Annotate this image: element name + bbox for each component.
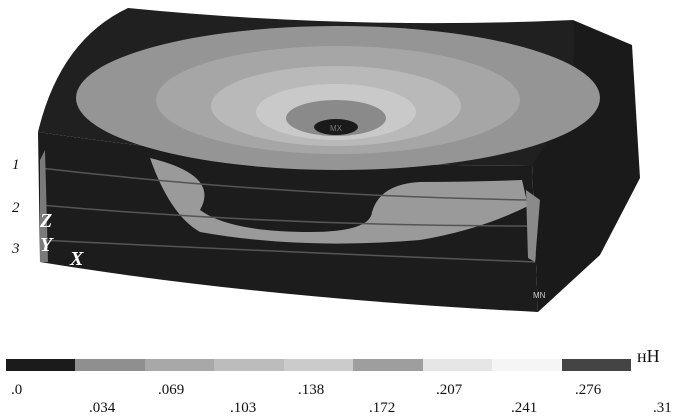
layer-label-2: 2 (12, 200, 20, 216)
layer-label-3: 3 (12, 241, 20, 257)
layer-line-3 (39, 239, 536, 263)
layer-label-1: 1 (12, 157, 20, 173)
legend-tick: .138 (298, 382, 325, 398)
corner-marker-label: MN (533, 291, 546, 300)
axis-label-y: Y (40, 234, 53, 256)
legend-swatch (561, 359, 631, 371)
layer-line-2 (39, 204, 533, 227)
corner-highlight-left (40, 150, 48, 262)
color-legend-bar (6, 359, 631, 371)
legend-swatch (353, 359, 423, 371)
front-face-light-region (150, 158, 528, 244)
legend-tick: .069 (158, 382, 185, 398)
center-marker-label: MX (330, 124, 343, 133)
legend-unit: нН (637, 346, 660, 366)
legend-swatch (422, 359, 493, 371)
legend-tick: .241 (511, 400, 538, 416)
contour-ring-5 (286, 100, 386, 136)
corner-highlight-right (526, 190, 540, 262)
legend-swatch (214, 359, 284, 371)
legend-swatch (75, 359, 145, 371)
legend-tick: .0 (11, 382, 23, 398)
legend-swatch (283, 359, 354, 371)
axis-label-x: X (70, 248, 84, 270)
legend-tick: .207 (436, 382, 463, 398)
legend-swatch (492, 359, 562, 371)
axis-label-z: Z (40, 210, 53, 232)
legend-swatch (144, 359, 215, 371)
legend-tick: .103 (230, 400, 257, 416)
legend-tick: .034 (89, 400, 116, 416)
legend-swatch (6, 359, 76, 371)
fem-model-view: MX MN (38, 8, 640, 312)
legend-tick: .172 (369, 400, 396, 416)
contour-center (314, 119, 358, 135)
legend-tick: .31 (653, 400, 672, 416)
legend-tick: .276 (575, 382, 602, 398)
layer-line-1 (39, 167, 533, 201)
